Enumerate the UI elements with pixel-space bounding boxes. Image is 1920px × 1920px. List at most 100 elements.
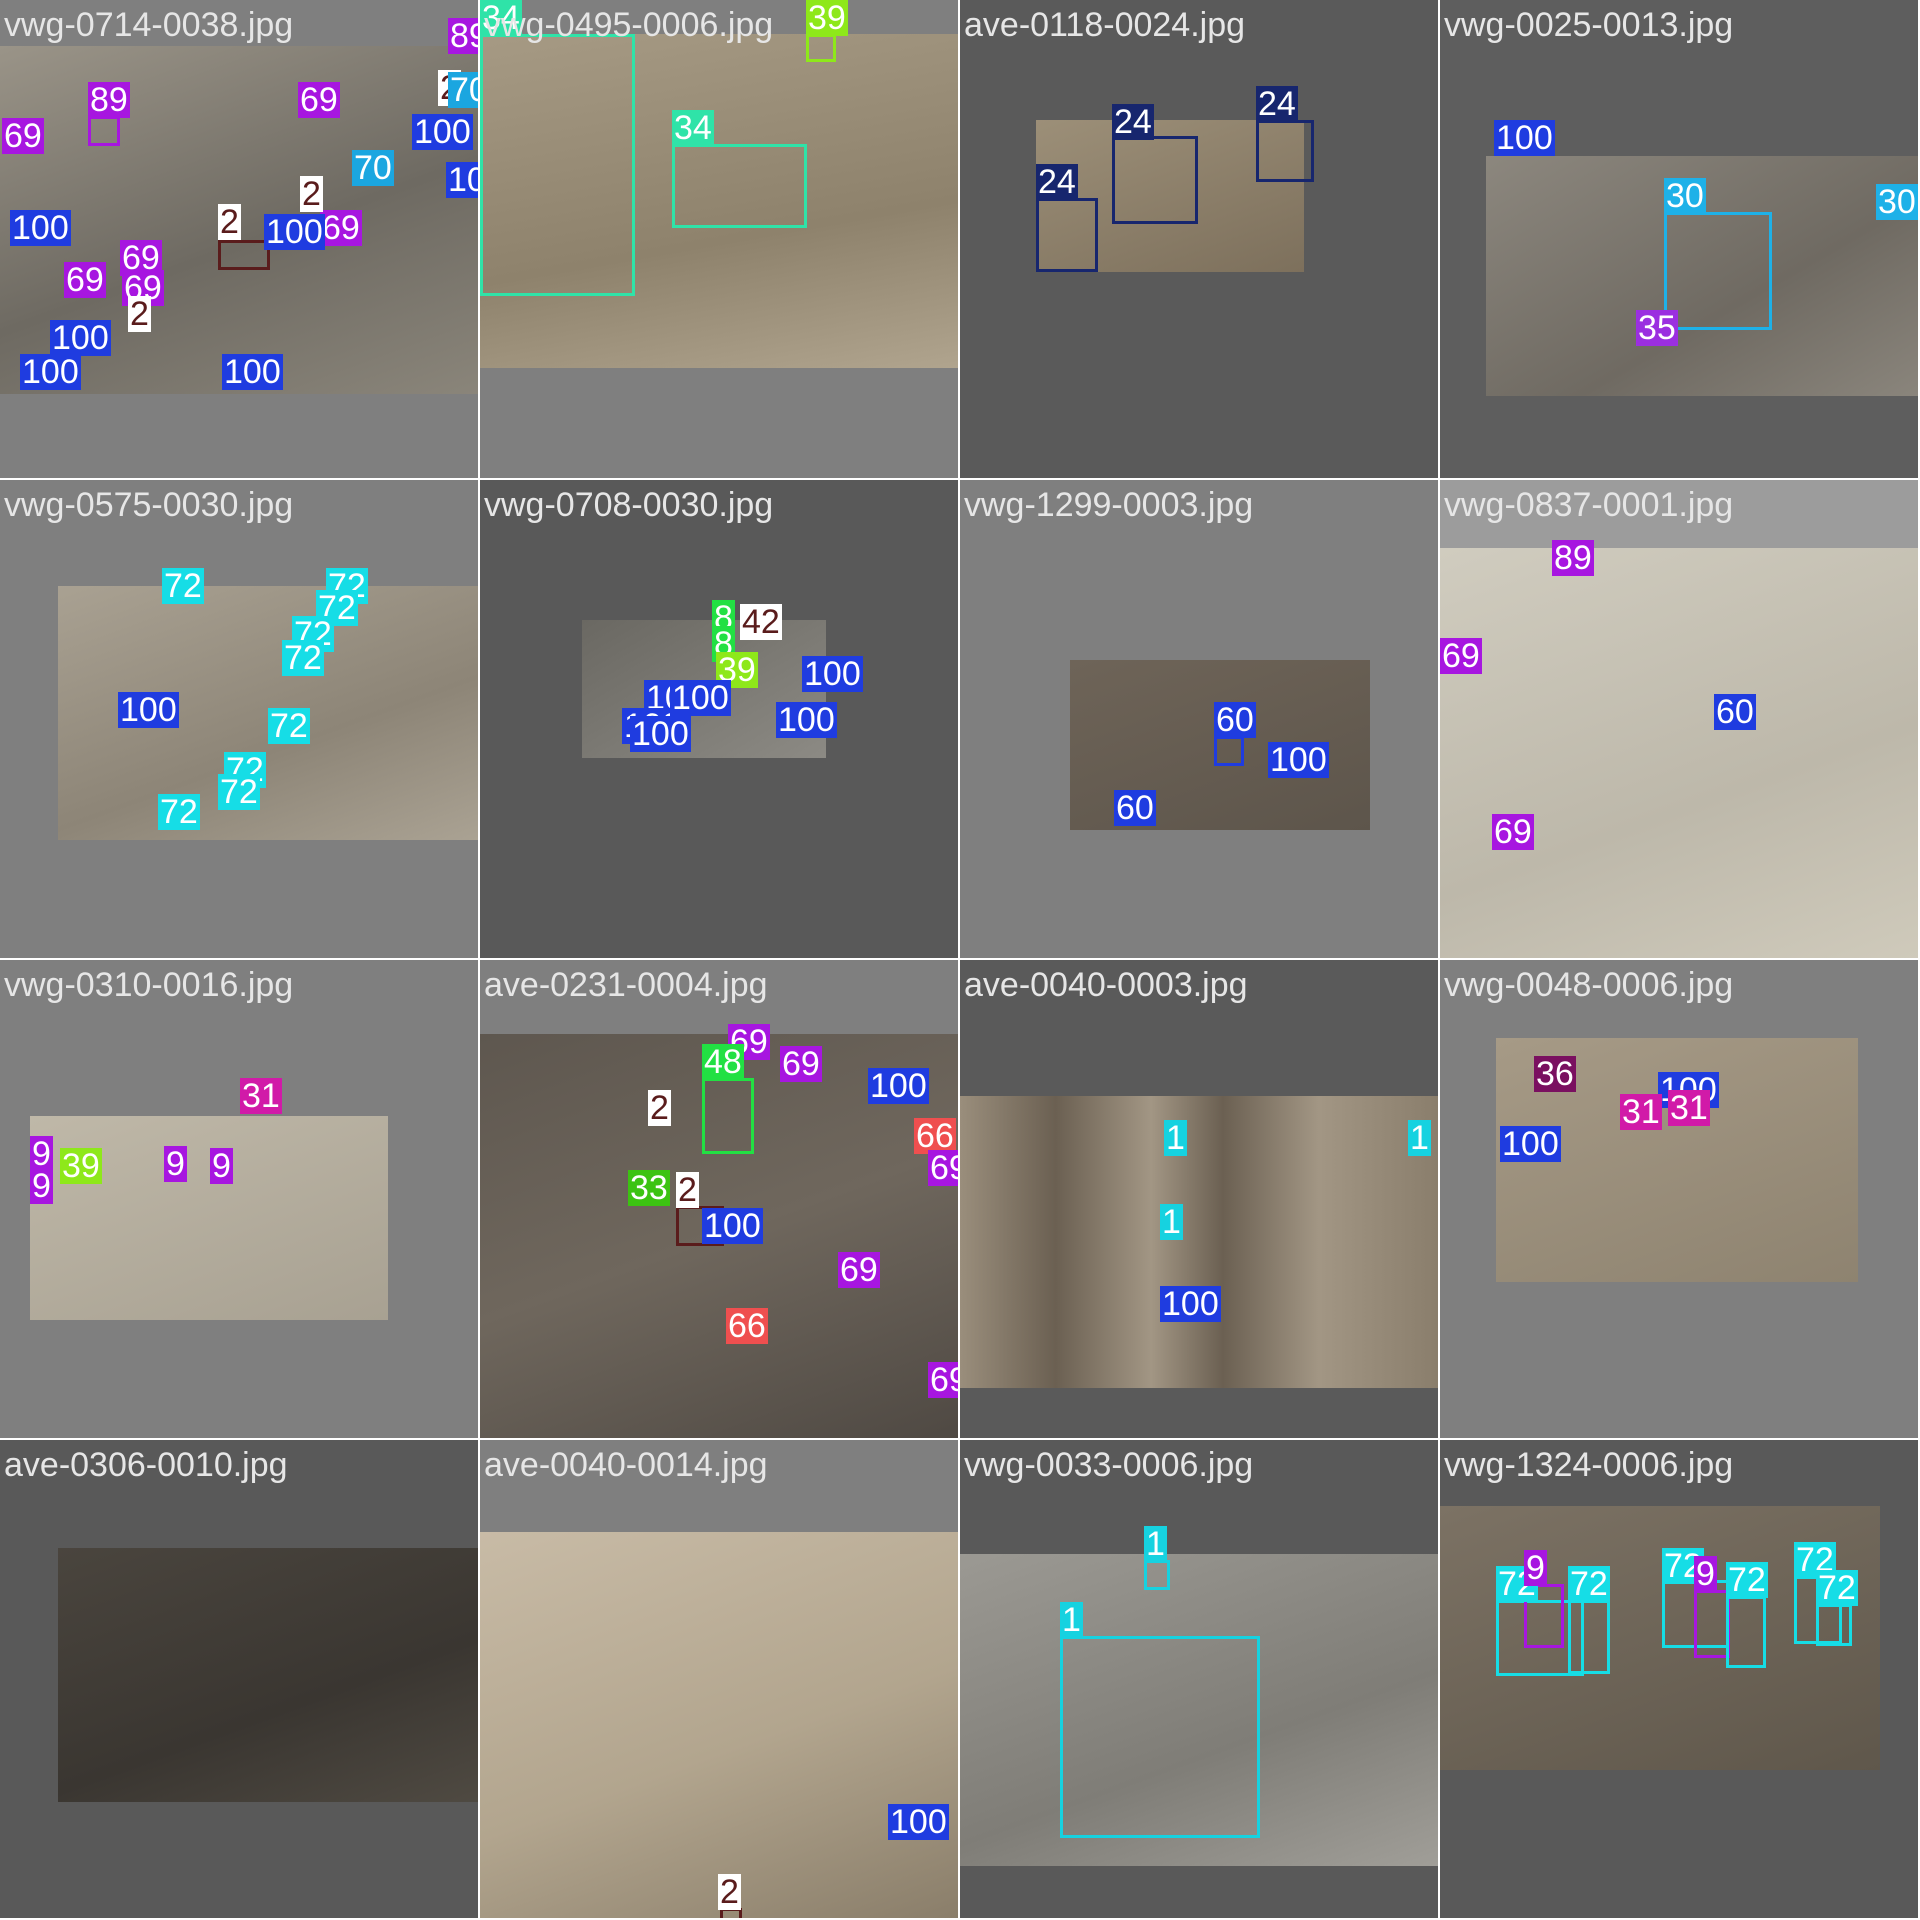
detection-label: 66 bbox=[726, 1307, 768, 1345]
detection-label: 100 bbox=[20, 353, 81, 391]
tile-filename: ave-0118-0024.jpg bbox=[964, 6, 1246, 44]
detection-label: 1 bbox=[1160, 1203, 1183, 1241]
detection-label: 31 bbox=[1620, 1093, 1662, 1131]
detection-label: 2 bbox=[648, 1089, 671, 1127]
soil-photo bbox=[480, 1532, 958, 1918]
image-tile[interactable]: vwg-0025-0013.jpg 100 30 30 35 bbox=[1440, 0, 1918, 478]
detection-label: 89 bbox=[88, 81, 130, 119]
detection-label: 30 bbox=[1664, 177, 1706, 215]
detection-box bbox=[1112, 136, 1198, 224]
image-tile[interactable]: vwg-0575-0030.jpg 72 72 72 72 72 100 72 72 72 72 bbox=[0, 480, 478, 958]
detection-label: 9 bbox=[1524, 1549, 1547, 1587]
image-tile[interactable]: vwg-0048-0006.jpg361001003131 bbox=[1440, 960, 1918, 1438]
detection-label: 100 bbox=[222, 353, 283, 391]
detection-label: 69 bbox=[780, 1045, 822, 1083]
detection-label: 1 bbox=[1164, 1119, 1187, 1157]
detection-label: 34 bbox=[480, 0, 522, 37]
detection-box bbox=[1568, 1600, 1610, 1674]
image-tile[interactable]: vwg-0495-0006.jpg 34 39 34 bbox=[480, 0, 958, 478]
detection-label: 100 bbox=[888, 1803, 949, 1841]
detection-label: 100 bbox=[670, 679, 731, 717]
detection-label: 60 bbox=[1214, 701, 1256, 739]
detection-label: 69 bbox=[64, 261, 106, 299]
detection-label: 69 bbox=[1492, 813, 1534, 851]
detection-label: 9 bbox=[164, 1145, 187, 1183]
detection-label: 69 bbox=[928, 1362, 958, 1398]
detection-box bbox=[1664, 212, 1772, 330]
detection-box bbox=[1726, 1596, 1766, 1668]
detection-label: 34 bbox=[672, 109, 714, 147]
tile-filename: ave-0040-0014.jpg bbox=[484, 1446, 768, 1484]
detection-label: 48 bbox=[702, 1043, 744, 1081]
soil-photo bbox=[58, 1548, 478, 1802]
detection-label: 100 bbox=[776, 701, 837, 739]
detection-label: 72 bbox=[282, 639, 324, 677]
detection-label: 1 bbox=[1144, 1525, 1167, 1563]
image-tile[interactable]: ave-0040-0003.jpg 1 1 1 100 bbox=[960, 960, 1438, 1438]
detection-box bbox=[1144, 1560, 1170, 1590]
detection-label: 2 bbox=[218, 203, 241, 241]
detection-label: 69 bbox=[838, 1251, 880, 1289]
detection-label: 100 bbox=[412, 113, 473, 151]
image-tile[interactable]: ave-0306-0010.jpg bbox=[0, 1440, 478, 1918]
detection-label: 100 bbox=[1500, 1125, 1561, 1163]
detection-label: 69 bbox=[298, 81, 340, 119]
detection-label: 69 bbox=[320, 209, 362, 247]
detection-label: 100 bbox=[264, 213, 325, 251]
tile-filename: ave-0306-0010.jpg bbox=[4, 1446, 288, 1484]
detection-label: 30 bbox=[1876, 183, 1918, 221]
image-tile[interactable]: vwg-0708-0030.jpg84283910010010010010010… bbox=[480, 480, 958, 958]
detection-label: 100 bbox=[802, 655, 863, 693]
detection-label: 69 bbox=[1440, 637, 1482, 675]
tile-filename: vwg-0495-0006.jpg bbox=[484, 6, 774, 44]
detection-box bbox=[88, 116, 120, 146]
detection-label: 72 bbox=[316, 589, 358, 627]
tile-filename: vwg-0575-0030.jpg bbox=[4, 486, 294, 524]
detection-label: 100 bbox=[10, 209, 71, 247]
detection-label: 70 bbox=[448, 72, 478, 108]
tile-filename: ave-0040-0003.jpg bbox=[964, 966, 1248, 1004]
tile-filename: vwg-0837-0001.jpg bbox=[1444, 486, 1734, 524]
detection-label: 1 bbox=[1060, 1601, 1083, 1639]
detection-label: 9 bbox=[1694, 1555, 1717, 1593]
detection-label: 60 bbox=[1114, 789, 1156, 827]
image-tile[interactable]: vwg-0033-0006.jpg 1 1 bbox=[960, 1440, 1438, 1918]
image-tile[interactable]: ave-0040-0014.jpg 100 2 bbox=[480, 1440, 958, 1918]
detection-label: 100 bbox=[1268, 741, 1329, 779]
image-tile[interactable]: vwg-0714-0038.jpg89698969270100701006922… bbox=[0, 0, 478, 478]
detection-label: 31 bbox=[240, 1077, 282, 1115]
detection-label: 100 bbox=[702, 1207, 763, 1245]
detection-label: 100 bbox=[868, 1067, 929, 1105]
detection-label: 72 bbox=[218, 773, 260, 811]
detection-label: 24 bbox=[1112, 103, 1154, 141]
detection-box bbox=[672, 144, 807, 228]
image-tile[interactable]: vwg-0837-0001.jpg 89 69 60 69 bbox=[1440, 480, 1918, 958]
detection-label: 2 bbox=[676, 1171, 699, 1209]
detection-label: 70 bbox=[352, 149, 394, 187]
tile-filename: vwg-1324-0006.jpg bbox=[1444, 1446, 1734, 1484]
soil-photo bbox=[1440, 548, 1918, 958]
detection-label: 24 bbox=[1256, 85, 1298, 123]
detection-label: 100 bbox=[446, 162, 478, 198]
image-tile[interactable]: vwg-1299-0003.jpg 60 100 60 bbox=[960, 480, 1438, 958]
detection-label: 2 bbox=[718, 1873, 741, 1911]
detection-box bbox=[1816, 1604, 1852, 1646]
detection-label: 2 bbox=[128, 295, 151, 333]
detection-label: 39 bbox=[806, 0, 848, 37]
tile-filename: vwg-0310-0016.jpg bbox=[4, 966, 294, 1004]
soil-photo bbox=[960, 1096, 1438, 1388]
tile-filename: vwg-0048-0006.jpg bbox=[1444, 966, 1734, 1004]
tile-filename: ave-0231-0004.jpg bbox=[484, 966, 768, 1004]
detection-label: 100 bbox=[50, 319, 111, 357]
image-tile[interactable]: vwg-1324-0006.jpg 72 9 72 72 9 72 72 72 bbox=[1440, 1440, 1918, 1918]
detection-label: 72 bbox=[1726, 1561, 1768, 1599]
tile-filename: vwg-0033-0006.jpg bbox=[964, 1446, 1254, 1484]
detection-label: 72 bbox=[268, 707, 310, 745]
detection-label: 9 bbox=[30, 1135, 53, 1173]
detection-label: 42 bbox=[740, 603, 782, 641]
image-tile[interactable]: ave-0118-0024.jpg 24 24 24 bbox=[960, 0, 1438, 478]
image-tile[interactable]: ave-0231-0004.jpg69486910026669332100696… bbox=[480, 960, 958, 1438]
detection-label: 72 bbox=[1816, 1569, 1858, 1607]
soil-photo bbox=[480, 34, 958, 368]
image-tile[interactable]: vwg-0310-0016.jpg 31 9 39 9 9 9 bbox=[0, 960, 478, 1438]
